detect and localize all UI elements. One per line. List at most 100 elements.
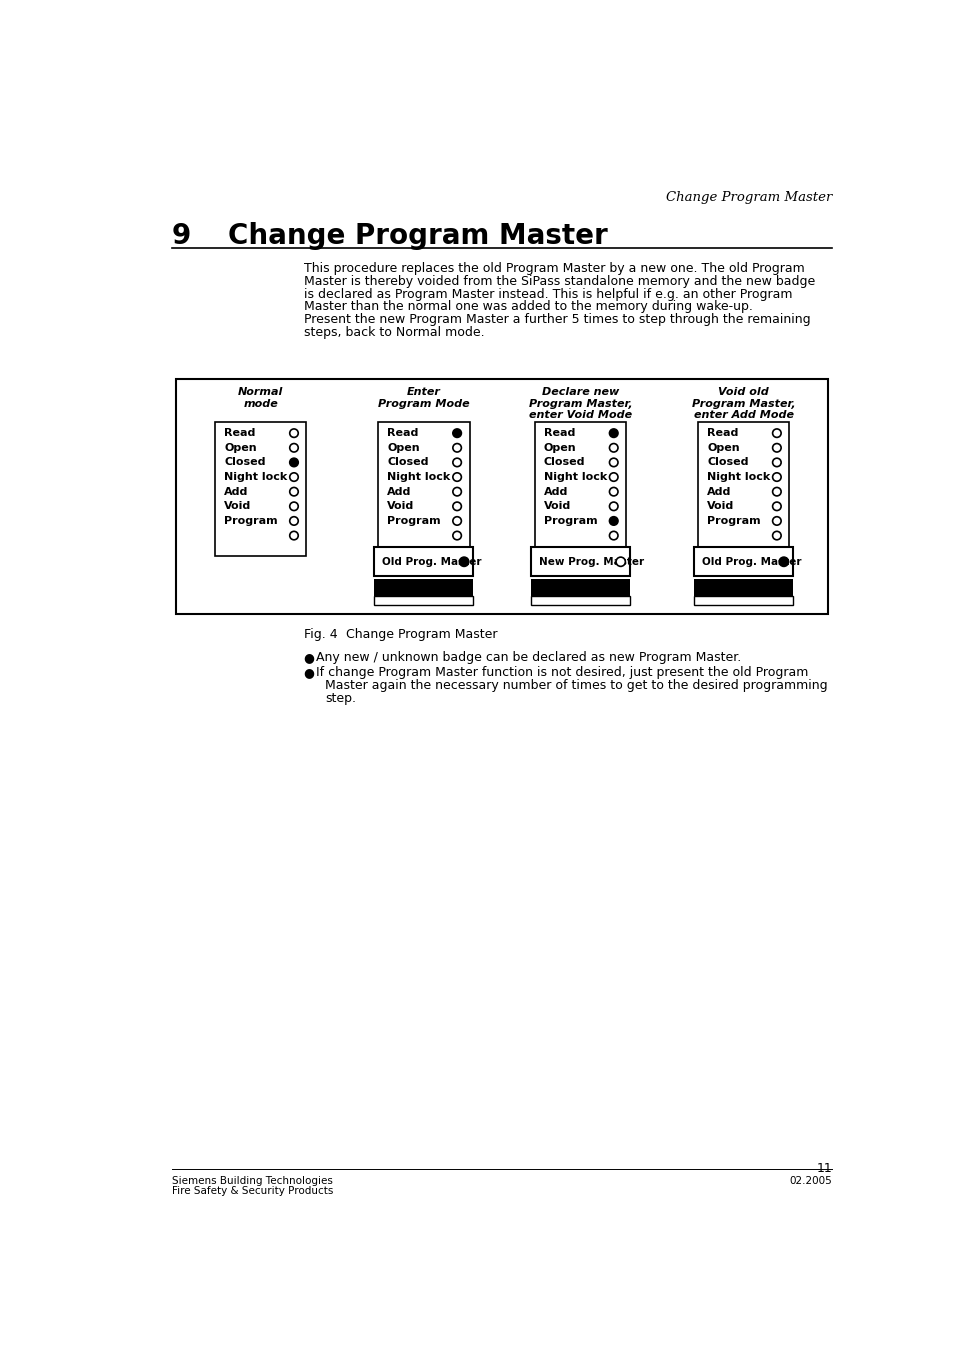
Text: Program: Program xyxy=(387,516,440,526)
Text: Night lock: Night lock xyxy=(224,471,287,482)
Text: Closed: Closed xyxy=(543,458,585,467)
Text: Master than the normal one was added to the memory during wake-up.: Master than the normal one was added to … xyxy=(303,300,752,313)
Bar xyxy=(534,422,625,557)
Text: 11: 11 xyxy=(816,1162,831,1175)
Circle shape xyxy=(453,473,461,481)
Text: steps, back to Normal mode.: steps, back to Normal mode. xyxy=(303,326,484,339)
Bar xyxy=(530,578,629,596)
Text: Add: Add xyxy=(706,486,731,497)
Circle shape xyxy=(290,473,298,481)
Circle shape xyxy=(290,488,298,496)
Bar xyxy=(693,596,792,605)
Text: This procedure replaces the old Program Master by a new one. The old Program: This procedure replaces the old Program … xyxy=(303,262,803,276)
Text: Declare new
Program Master,
enter Void Mode: Declare new Program Master, enter Void M… xyxy=(528,386,632,420)
Circle shape xyxy=(453,428,461,438)
Text: New Prog. Master: New Prog. Master xyxy=(538,557,643,567)
Bar xyxy=(693,547,792,577)
Text: Closed: Closed xyxy=(706,458,748,467)
Bar xyxy=(693,578,792,596)
Text: is declared as Program Master instead. This is helpful if e.g. an other Program: is declared as Program Master instead. T… xyxy=(303,288,791,301)
Text: Siemens Building Technologies: Siemens Building Technologies xyxy=(172,1177,333,1186)
Text: Closed: Closed xyxy=(387,458,429,467)
Circle shape xyxy=(290,531,298,540)
Circle shape xyxy=(290,443,298,453)
Circle shape xyxy=(453,531,461,540)
Circle shape xyxy=(609,473,618,481)
Text: step.: step. xyxy=(325,692,356,705)
Text: Open: Open xyxy=(706,443,739,453)
Circle shape xyxy=(609,516,618,526)
Bar xyxy=(374,578,473,596)
Text: Fig. 4: Fig. 4 xyxy=(303,628,337,640)
Text: Program: Program xyxy=(706,516,760,526)
Circle shape xyxy=(779,557,788,566)
Bar xyxy=(214,422,306,557)
Bar xyxy=(374,596,473,605)
Text: Old Prog. Master: Old Prog. Master xyxy=(701,557,801,567)
Circle shape xyxy=(772,443,781,453)
Text: Night lock: Night lock xyxy=(543,471,607,482)
Circle shape xyxy=(609,488,618,496)
Text: Open: Open xyxy=(224,443,256,453)
Text: Read: Read xyxy=(706,428,738,438)
Circle shape xyxy=(772,503,781,511)
Text: 02.2005: 02.2005 xyxy=(789,1177,831,1186)
Text: Void: Void xyxy=(706,501,734,511)
Circle shape xyxy=(290,428,298,438)
Text: Change Program Master: Change Program Master xyxy=(665,192,831,204)
Circle shape xyxy=(453,458,461,466)
Circle shape xyxy=(453,516,461,526)
Circle shape xyxy=(459,557,468,566)
Circle shape xyxy=(290,503,298,511)
Text: Night lock: Night lock xyxy=(706,471,770,482)
Text: Read: Read xyxy=(224,428,255,438)
Text: Fire Safety & Security Products: Fire Safety & Security Products xyxy=(172,1186,333,1196)
Text: Open: Open xyxy=(387,443,419,453)
Circle shape xyxy=(772,473,781,481)
Circle shape xyxy=(290,516,298,526)
Text: Change Program Master: Change Program Master xyxy=(346,628,497,640)
Circle shape xyxy=(772,531,781,540)
Text: Read: Read xyxy=(543,428,575,438)
Text: Master is thereby voided from the SiPass standalone memory and the new badge: Master is thereby voided from the SiPass… xyxy=(303,274,814,288)
Text: Night lock: Night lock xyxy=(387,471,450,482)
Circle shape xyxy=(609,428,618,438)
Circle shape xyxy=(609,503,618,511)
Text: Read: Read xyxy=(387,428,418,438)
Circle shape xyxy=(453,443,461,453)
Bar xyxy=(697,422,788,557)
Text: Add: Add xyxy=(224,486,249,497)
Bar xyxy=(374,547,473,577)
Text: Void: Void xyxy=(224,501,252,511)
Text: Add: Add xyxy=(387,486,412,497)
Text: Program: Program xyxy=(543,516,597,526)
Circle shape xyxy=(772,428,781,438)
Text: ●: ● xyxy=(303,666,314,680)
Bar xyxy=(530,547,629,577)
Circle shape xyxy=(290,458,298,466)
Text: Add: Add xyxy=(543,486,568,497)
Circle shape xyxy=(772,458,781,466)
Text: Normal
mode: Normal mode xyxy=(237,386,283,408)
Circle shape xyxy=(609,458,618,466)
Text: Enter
Program Mode: Enter Program Mode xyxy=(377,386,469,408)
Circle shape xyxy=(453,503,461,511)
Text: 9: 9 xyxy=(172,222,191,250)
Text: Void old
Program Master,
enter Add Mode: Void old Program Master, enter Add Mode xyxy=(691,386,795,420)
Text: Void: Void xyxy=(387,501,415,511)
Text: Master again the necessary number of times to get to the desired programming: Master again the necessary number of tim… xyxy=(325,680,827,692)
Text: Open: Open xyxy=(543,443,576,453)
Text: Any new / unknown badge can be declared as new Program Master.: Any new / unknown badge can be declared … xyxy=(315,651,740,665)
Text: Closed: Closed xyxy=(224,458,266,467)
Circle shape xyxy=(609,443,618,453)
Circle shape xyxy=(609,531,618,540)
Bar xyxy=(530,596,629,605)
Circle shape xyxy=(616,557,625,566)
Bar xyxy=(175,380,827,615)
Circle shape xyxy=(772,516,781,526)
Text: ●: ● xyxy=(303,651,314,665)
Text: Old Prog. Master: Old Prog. Master xyxy=(381,557,481,567)
Text: Void: Void xyxy=(543,501,571,511)
Circle shape xyxy=(453,488,461,496)
Bar xyxy=(377,422,469,557)
